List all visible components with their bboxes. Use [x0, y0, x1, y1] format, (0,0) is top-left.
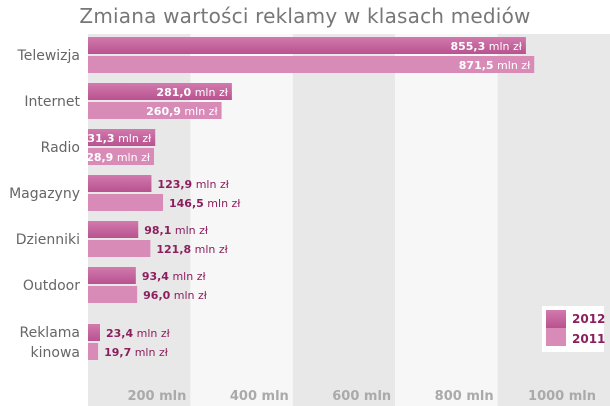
data-label: 260,9 mln zł	[146, 105, 218, 118]
category-label: Outdoor	[23, 278, 80, 294]
x-tick-label: 800 mln	[435, 389, 494, 404]
bar-2011	[88, 240, 151, 257]
x-tick-label: 600 mln	[332, 389, 391, 404]
data-label: 855,3 mln zł	[450, 40, 522, 53]
category-label: Radio	[41, 140, 80, 156]
data-label: 123,9 mln zł	[157, 178, 229, 191]
grid-band	[292, 34, 396, 406]
category-label: kinowa	[31, 345, 80, 361]
x-tick-label: 200 mln	[127, 389, 186, 404]
category-label: Reklama	[19, 325, 80, 341]
chart-title: Zmiana wartości reklamy w klasach mediów	[79, 4, 531, 28]
data-label: 146,5 mln zł	[169, 197, 241, 210]
bar-2012	[88, 37, 526, 54]
grid-band	[395, 34, 498, 406]
data-label: 131,3 mln zł	[80, 132, 152, 145]
bar-2012	[88, 175, 152, 192]
bar-2011	[88, 148, 154, 165]
data-label: 93,4 mln zł	[142, 270, 207, 283]
legend-label-2011: 2011	[572, 332, 606, 346]
legend-label-2012: 2012	[572, 312, 606, 326]
data-label: 281,0 mln zł	[156, 86, 228, 99]
data-label: 23,4 mln zł	[106, 327, 171, 340]
x-tick-label: 400 mln	[230, 389, 289, 404]
bar-2011	[88, 102, 222, 119]
bar-2012	[88, 324, 100, 341]
bar-2012	[88, 83, 232, 100]
legend-swatch-2011	[546, 328, 566, 346]
bar-2012	[88, 129, 156, 146]
x-tick-label: 1000 mln	[528, 389, 596, 404]
category-label: Telewizja	[17, 48, 80, 64]
data-label: 96,0 mln zł	[143, 289, 208, 302]
bar-2011	[88, 343, 99, 360]
category-label: Magazyny	[9, 186, 80, 202]
bar-2012	[88, 267, 136, 284]
data-label: 128,9 mln zł	[79, 151, 151, 164]
legend-swatch-2012	[546, 310, 566, 328]
bar-2011	[88, 286, 138, 303]
data-label: 121,8 mln zł	[156, 243, 228, 256]
data-label: 98,1 mln zł	[144, 224, 209, 237]
category-label: Dzienniki	[16, 232, 80, 248]
legend: 2012 2011	[542, 306, 606, 352]
bar-2012	[88, 221, 139, 238]
data-label: 871,5 mln zł	[459, 59, 531, 72]
data-label: 19,7 mln zł	[104, 346, 169, 359]
bar-2011	[88, 194, 164, 211]
category-label: Internet	[24, 94, 80, 110]
bar-2011	[88, 56, 535, 73]
